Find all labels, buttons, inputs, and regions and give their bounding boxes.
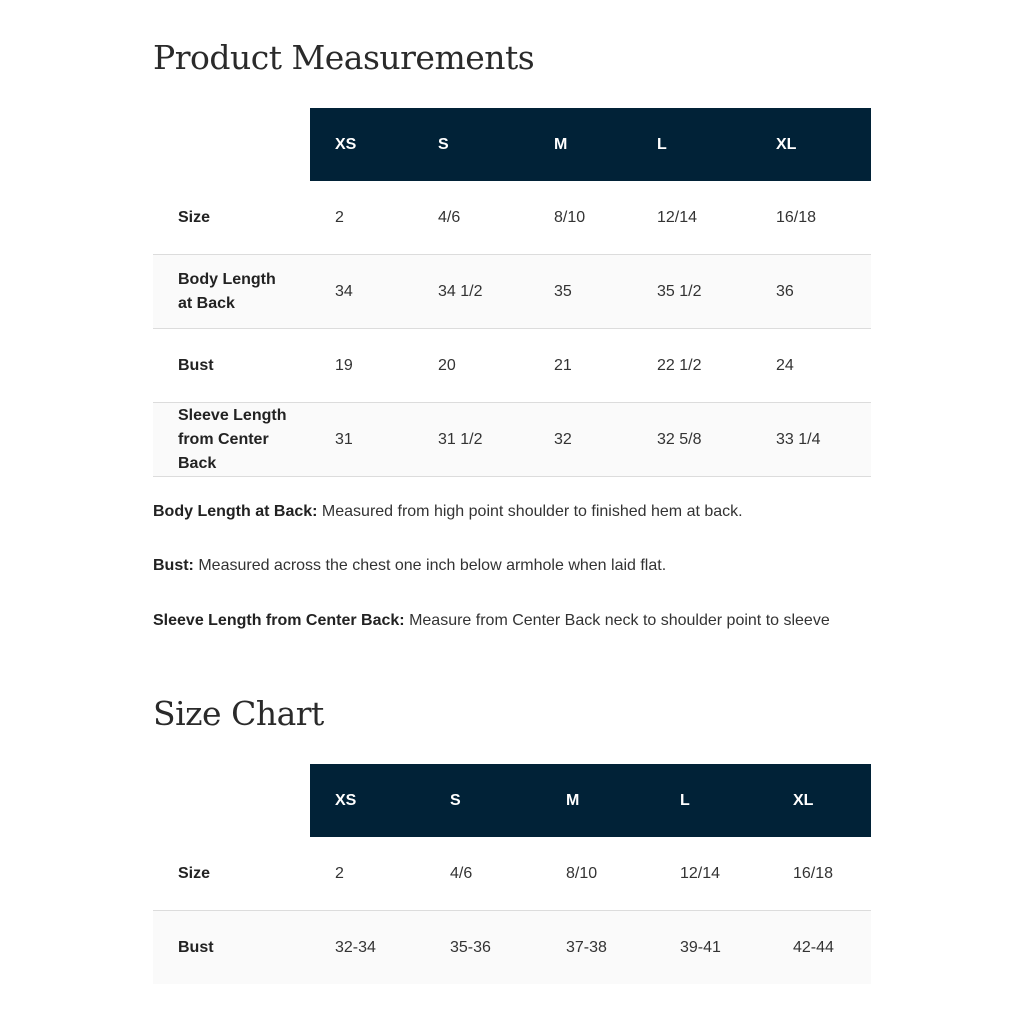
table-row: Size 2 4/6 8/10 12/14 16/18 xyxy=(153,181,871,255)
row-label: Sleeve Length from Center Back xyxy=(153,402,310,477)
table-cell: 8/10 xyxy=(554,208,586,226)
table-cell: 24 xyxy=(751,328,871,403)
table-cell: 4/6 xyxy=(450,864,473,882)
table-row: Body Length at Back 34 34 1/2 35 35 1/2 36 xyxy=(153,254,871,329)
table-header-row: XS S M L XL xyxy=(153,108,871,181)
table-cell: 19 xyxy=(310,328,413,403)
header-xs: XS xyxy=(310,108,413,181)
table-cell: 16/18 xyxy=(793,864,834,882)
note-text: Measure from Center Back neck to shoulde… xyxy=(404,612,830,629)
table-cell: 34 1/2 xyxy=(413,254,529,329)
header-xs: XS xyxy=(310,764,425,837)
table-cell: 8/10 xyxy=(566,864,598,882)
table-row: Sleeve Length from Center Back 31 31 1/2 32… xyxy=(153,402,871,477)
table-cell: 42-44 xyxy=(768,910,871,984)
header-m: M xyxy=(529,108,632,181)
table-cell: 37-38 xyxy=(541,910,655,984)
table-cell: 35-36 xyxy=(425,910,541,984)
row-label: Bust xyxy=(153,328,310,403)
header-blank xyxy=(153,764,310,837)
size-chart-table: XS S M L XL Size 2 4/6 8/10 12/14 16/18 Bust 32… xyxy=(153,764,871,984)
table-cell: 36 xyxy=(751,254,871,329)
table-cell: 35 xyxy=(529,254,632,329)
table-cell: 31 xyxy=(310,402,413,477)
table-cell: 20 xyxy=(413,328,529,403)
header-s: S xyxy=(413,108,529,181)
note-term: Body Length at Back: xyxy=(153,503,318,520)
header-xl: XL xyxy=(751,108,871,181)
table-cell: 12/14 xyxy=(657,208,698,226)
table-cell: 32 xyxy=(529,402,632,477)
product-measurements-title: Product Measurements xyxy=(153,38,535,77)
size-chart-title: Size Chart xyxy=(153,694,324,733)
table-cell: 16/18 xyxy=(776,208,817,226)
table-cell: 34 xyxy=(310,254,413,329)
table-cell: 12/14 xyxy=(680,864,721,882)
header-l: L xyxy=(632,108,751,181)
row-label: Size xyxy=(178,864,211,882)
table-cell: 39-41 xyxy=(655,910,768,984)
header-s: S xyxy=(425,764,541,837)
product-measurements-table: XS S M L XL Size 2 4/6 8/10 12/14 16/18 Body L… xyxy=(153,108,871,477)
note-text: Measured across the chest one inch below… xyxy=(193,557,667,574)
table-cell: 2 xyxy=(335,208,344,226)
table-header-row: XS S M L XL xyxy=(153,764,871,837)
table-cell: 31 1/2 xyxy=(413,402,529,477)
table-cell: 21 xyxy=(529,328,632,403)
table-cell: 4/6 xyxy=(438,208,461,226)
note-body-length: Body Length at Back: Measured from high … xyxy=(153,503,743,521)
row-label: Bust xyxy=(153,910,310,984)
table-cell: 35 1/2 xyxy=(632,254,751,329)
row-label: Body Length at Back xyxy=(153,254,310,329)
note-text: Measured from high point shoulder to fin… xyxy=(317,503,743,520)
note-bust: Bust: Measured across the chest one inch… xyxy=(153,557,666,575)
table-cell: 32-34 xyxy=(310,910,425,984)
table-row: Bust 32-34 35-36 37-38 39-41 42-44 xyxy=(153,910,871,984)
note-sleeve-length: Sleeve Length from Center Back: Measure … xyxy=(153,612,830,630)
header-m: M xyxy=(541,764,655,837)
note-term: Bust: xyxy=(153,557,194,574)
header-l: L xyxy=(655,764,768,837)
table-cell: 22 1/2 xyxy=(632,328,751,403)
table-row: Bust 19 20 21 22 1/2 24 xyxy=(153,328,871,403)
header-xl: XL xyxy=(768,764,871,837)
table-cell: 32 5/8 xyxy=(632,402,751,477)
row-label: Size xyxy=(178,208,211,226)
note-term: Sleeve Length from Center Back: xyxy=(153,612,405,629)
table-cell: 2 xyxy=(335,864,344,882)
table-cell: 33 1/4 xyxy=(751,402,871,477)
header-blank xyxy=(153,108,310,181)
table-row: Size 2 4/6 8/10 12/14 16/18 xyxy=(153,837,871,911)
